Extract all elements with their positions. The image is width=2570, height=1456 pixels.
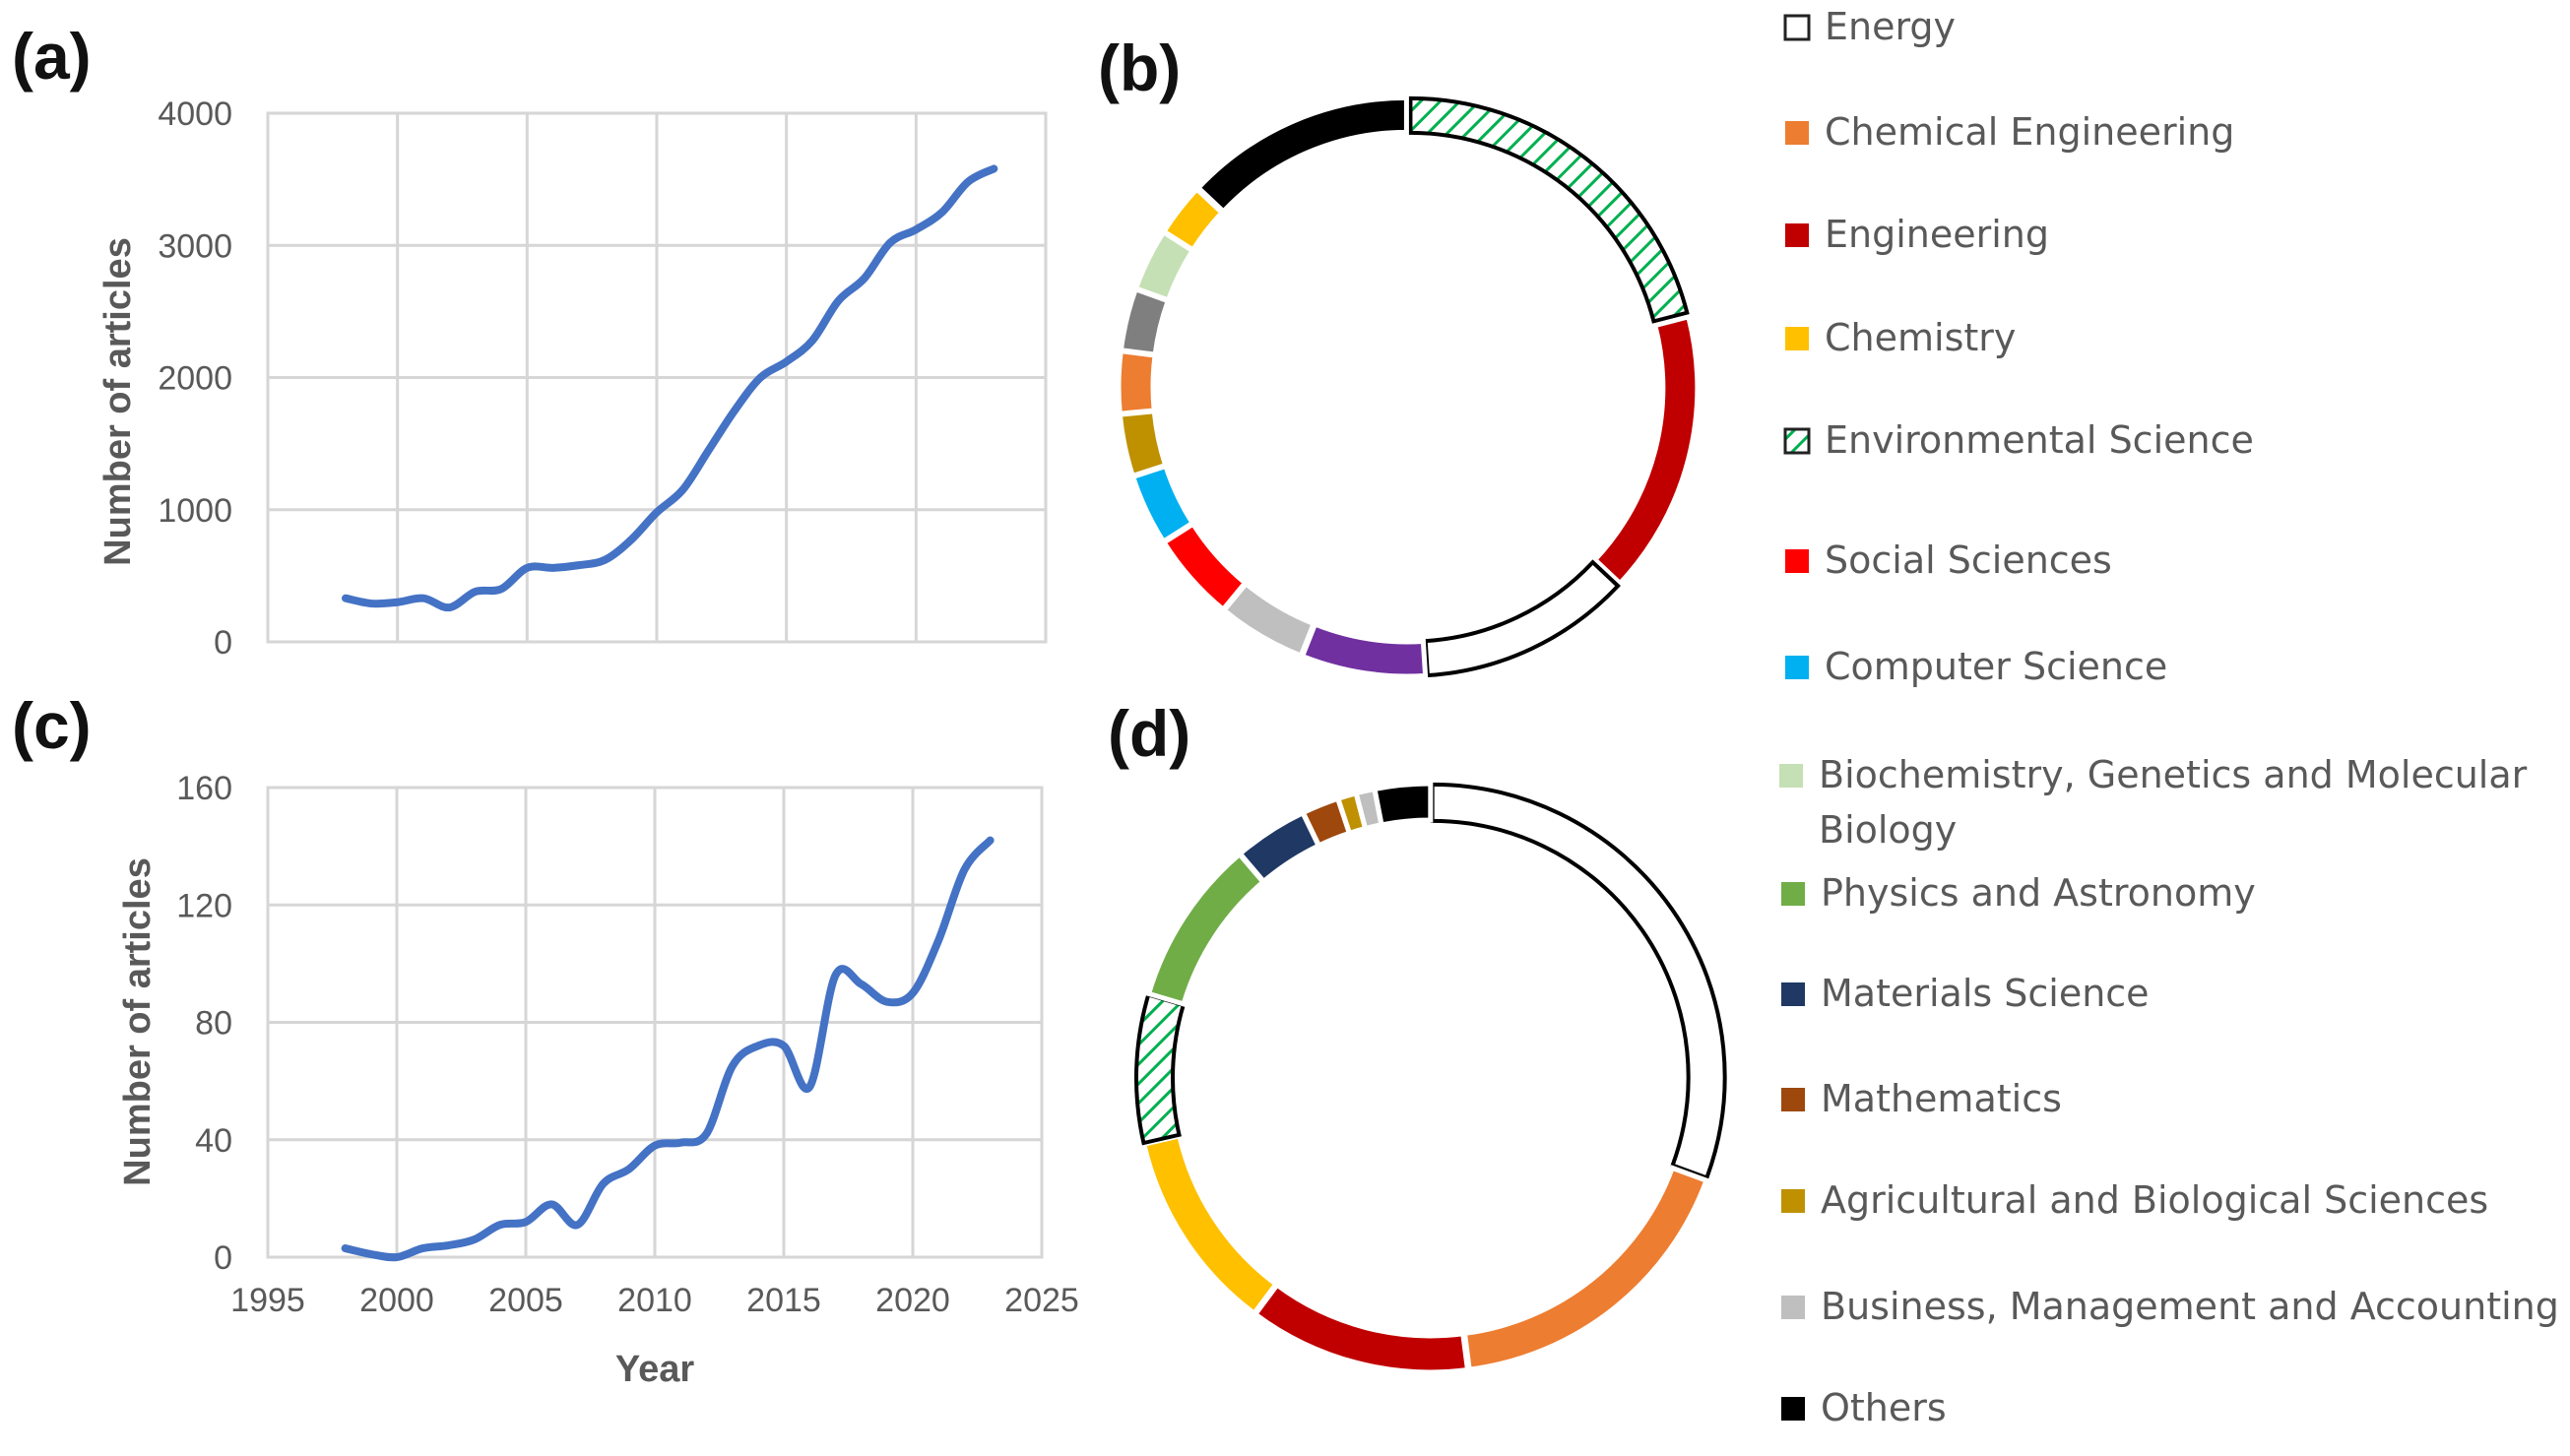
series-line <box>342 164 998 612</box>
donut-slice <box>1461 1165 1710 1372</box>
legend-label: Computer Science <box>1825 645 2167 688</box>
donut-slice <box>1116 348 1158 416</box>
donut-slice <box>1145 851 1267 1008</box>
legend-label: Physics and Astronomy <box>1821 871 2256 915</box>
panel-label-c: (c) <box>12 689 92 762</box>
y-tick-label: 160 <box>176 770 232 807</box>
legend-swatch <box>1785 121 1809 145</box>
legend-label: Engineering <box>1825 213 2049 256</box>
legend-swatch <box>1783 14 1811 41</box>
donut-slice <box>1117 409 1169 479</box>
legend-label: Mathematics <box>1821 1077 2062 1120</box>
legend-label: Business, Management and Accounting <box>1821 1285 2559 1328</box>
donut-slice <box>1140 1132 1280 1317</box>
legend-swatch <box>1779 764 1803 788</box>
legend-swatch <box>1785 223 1809 247</box>
legend-label: Energy <box>1825 5 1956 48</box>
panel-label-d: (d) <box>1108 697 1190 770</box>
y-tick-label: 2000 <box>158 360 232 398</box>
legend-label: Materials Science <box>1821 972 2150 1015</box>
legend-swatch <box>1781 1397 1805 1421</box>
x-tick-label: 2005 <box>488 1282 563 1319</box>
panel-label-a: (a) <box>12 20 92 93</box>
donut-chart-b <box>1116 95 1701 679</box>
donut-slice <box>1299 620 1429 679</box>
legend-label: Biochemistry, Genetics and Molecular <box>1819 753 2528 796</box>
donut-chart-d <box>1134 781 1727 1375</box>
plot-frame <box>266 786 1044 1259</box>
chart-c-ylabel: Number of articles <box>117 857 159 1186</box>
chart-c-series <box>341 836 995 1262</box>
legend-label: Agricultural and Biological Sciences <box>1821 1178 2488 1222</box>
y-tick-label: 80 <box>195 1005 232 1043</box>
chart-c-grid <box>266 786 1044 1259</box>
chart-c-xlabel: Year <box>615 1349 695 1390</box>
y-tick-label: 0 <box>214 624 232 662</box>
donut-slice <box>1129 463 1196 545</box>
chart-a-ticks: 0 1000 2000 3000 4000 <box>158 95 232 662</box>
x-tick-label: 2020 <box>875 1282 950 1319</box>
donut-slice <box>1423 559 1621 678</box>
x-tick-label: 2025 <box>1004 1282 1079 1319</box>
chart-a-series <box>342 164 998 612</box>
donut-slice <box>1408 95 1690 324</box>
legend-swatch <box>1783 427 1811 455</box>
legend-label: Chemistry <box>1825 316 2016 359</box>
chart-a-grid <box>266 111 1048 644</box>
y-tick-label: 3000 <box>158 227 232 265</box>
line-chart-a: 0 1000 2000 3000 4000 Number of articles <box>97 95 1048 662</box>
legend-label: Chemical Engineering <box>1825 110 2234 154</box>
series-line <box>341 836 995 1262</box>
legend-label: Social Sciences <box>1825 538 2112 582</box>
donut-slice <box>1252 1281 1471 1375</box>
donut-slice <box>1591 313 1701 588</box>
plot-frame <box>266 111 1048 644</box>
y-tick-label: 4000 <box>158 95 232 133</box>
legend-swatch <box>1785 656 1809 679</box>
donut-slice <box>1430 782 1727 1180</box>
chart-c-ticks: 1995 2000 2005 2010 2015 2020 2025 0 40 80 120 160 <box>176 770 1079 1319</box>
y-tick-label: 40 <box>195 1122 232 1160</box>
chart-a-ylabel: Number of articles <box>97 237 139 566</box>
legend-swatch <box>1781 882 1805 906</box>
donut-slice <box>1160 520 1249 613</box>
legend-label: Others <box>1821 1386 1947 1429</box>
x-tick-label: 2015 <box>746 1282 821 1319</box>
legend-swatch <box>1785 549 1809 573</box>
x-tick-label: 2000 <box>359 1282 434 1319</box>
line-chart-c: 1995 2000 2005 2010 2015 2020 202504080120160 … <box>117 770 1079 1390</box>
x-tick-label: 2010 <box>617 1282 692 1319</box>
y-tick-label: 0 <box>214 1239 232 1277</box>
legend-swatch <box>1785 327 1809 350</box>
legend-swatch <box>1781 1088 1805 1111</box>
legend-swatch <box>1781 1296 1805 1319</box>
x-tick-label: 1995 <box>230 1282 305 1319</box>
legend-swatch <box>1781 982 1805 1006</box>
y-tick-label: 1000 <box>158 492 232 530</box>
legend-swatch <box>1781 1189 1805 1213</box>
legend: Energy Chemical Engineering Engineering Che… <box>1779 5 2559 1429</box>
panel-label-b: (b) <box>1098 32 1181 104</box>
donut-slice <box>1194 95 1409 216</box>
donut-slice <box>1372 781 1434 828</box>
legend-label: Environmental Science <box>1825 418 2254 462</box>
legend-label-continued: Biology <box>1819 808 1957 852</box>
y-tick-label: 120 <box>176 887 232 924</box>
donut-slice <box>1134 991 1187 1146</box>
